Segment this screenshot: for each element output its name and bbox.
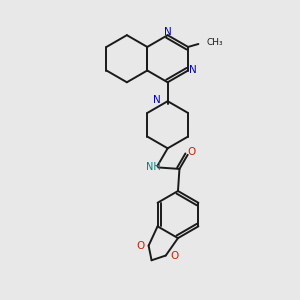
Text: NH: NH (146, 163, 160, 172)
Text: N: N (153, 95, 161, 105)
Text: CH₃: CH₃ (207, 38, 223, 47)
Text: O: O (170, 250, 178, 260)
Text: O: O (187, 147, 195, 158)
Text: N: N (164, 27, 172, 37)
Text: N: N (190, 65, 197, 76)
Text: O: O (136, 241, 144, 250)
